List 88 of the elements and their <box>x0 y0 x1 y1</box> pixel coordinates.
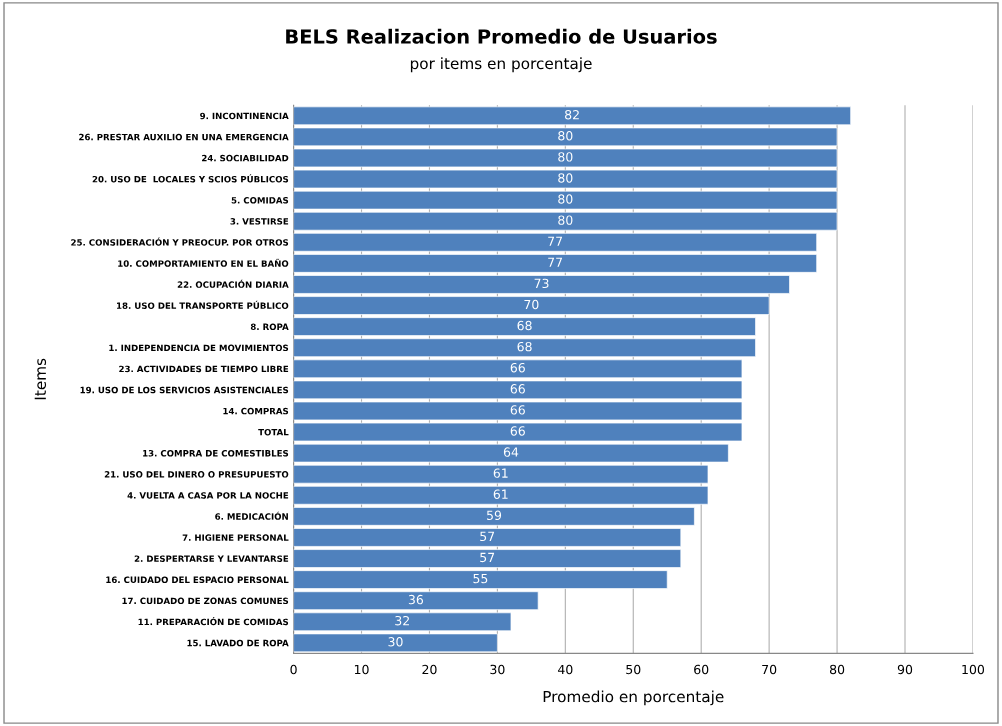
y-tick-label: 8. ROPA <box>250 323 289 331</box>
data-label: 57 <box>480 552 495 563</box>
y-tick-label: 7. HIGIENE PERSONAL <box>182 534 289 541</box>
bar <box>293 549 682 568</box>
data-label: 30 <box>388 637 403 647</box>
bar <box>293 190 838 210</box>
data-label: 77 <box>548 257 563 267</box>
x-tick-label: 80 <box>829 664 845 675</box>
data-label: 64 <box>503 447 519 457</box>
bar <box>293 612 512 632</box>
bar <box>293 464 709 484</box>
y-tick-label: 4. VUELTA A CASA POR LA NOCHE <box>127 492 289 499</box>
x-tick-label: 40 <box>557 664 573 675</box>
y-tick-label: 11. PREPARACIÓN DE COMIDAS <box>138 617 289 626</box>
data-label: 32 <box>395 615 409 626</box>
y-tick-label: 13. COMPRA DE COMESTIBLES <box>143 450 289 457</box>
x-tick-label: 20 <box>422 664 437 675</box>
y-tick-label: 23. ACTIVIDADES DE TIEMPO LIBRE <box>119 365 289 373</box>
y-tick-label: 16. CUIDADO DEL ESPACIO PERSONAL <box>106 576 289 584</box>
bar <box>293 359 743 379</box>
data-label: 80 <box>558 215 573 225</box>
data-label: 80 <box>558 194 573 204</box>
chart-subtitle: por items en porcentaje <box>410 57 592 73</box>
y-tick-label: 18. USO DEL TRANSPORTE PÚBLICO <box>117 300 289 309</box>
y-tick-label: 24. SOCIABILIDAD <box>202 154 289 162</box>
data-label: 80 <box>558 131 573 141</box>
bar <box>293 338 756 358</box>
data-label: 61 <box>493 489 508 499</box>
bar <box>293 528 682 547</box>
data-label: 66 <box>510 384 525 394</box>
bar <box>293 296 770 315</box>
y-tick-label: 1. INDEPENDENCIA DE MOVIMIENTOS <box>109 344 289 352</box>
bar <box>293 232 818 252</box>
bar <box>293 507 695 526</box>
y-tick-label: 25. CONSIDERACIÓN Y PREOCUP. POR OTROS <box>71 237 289 246</box>
data-label: 68 <box>517 341 532 352</box>
x-tick-label: 50 <box>626 664 641 675</box>
data-label: 80 <box>558 173 573 183</box>
bar <box>293 211 838 231</box>
data-label: 66 <box>510 362 525 373</box>
data-label: 59 <box>487 510 502 520</box>
data-label: 70 <box>524 299 539 310</box>
y-tick-label: 5. COMIDAS <box>231 197 289 204</box>
x-tick-label: 60 <box>694 664 709 675</box>
y-tick-label: 17. CUIDADO DE ZONAS COMUNES <box>122 597 289 605</box>
bar <box>293 485 709 505</box>
data-label: 36 <box>408 594 424 605</box>
bar <box>293 633 498 653</box>
y-tick-label: 2. DESPERTARSE Y LEVANTARSE <box>134 555 289 562</box>
bar <box>293 106 852 126</box>
x-tick-label: 90 <box>897 664 913 675</box>
y-tick-label: 22. OCUPACIÓN DIARIA <box>177 279 289 288</box>
x-tick-label: 10 <box>354 664 369 675</box>
y-tick-label: 20. USO DE LOCALES Y SCIOS PÚBLICOS <box>92 174 289 183</box>
y-tick-label: 21. USO DEL DINERO O PRESUPUESTO <box>104 471 289 478</box>
y-tick-label: 19. USO DE LOS SERVICIOS ASISTENCIALES <box>80 386 289 394</box>
x-tick-label: 0 <box>290 664 297 675</box>
y-tick-label: 6. MEDICACIÓN <box>215 511 288 520</box>
data-label: 61 <box>493 468 508 478</box>
y-axis-title: Items <box>34 358 47 400</box>
data-label: 82 <box>565 109 579 120</box>
data-label: 55 <box>473 573 488 584</box>
bar <box>293 591 539 611</box>
data-label: 66 <box>510 405 525 415</box>
x-axis-title: Promedio en porcentaje <box>543 690 724 706</box>
data-label: 77 <box>548 236 563 246</box>
bar <box>293 380 743 400</box>
y-tick-label: 26. PRESTAR AUXILIO EN UNA EMERGENCIA <box>79 133 289 141</box>
y-tick-label: 15. LAVADO DE ROPA <box>187 639 289 647</box>
bar <box>293 254 818 273</box>
x-tick-label: 70 <box>762 664 777 675</box>
x-tick-label: 100 <box>962 664 985 675</box>
data-label: 57 <box>480 531 495 542</box>
y-tick-label: 14. COMPRAS <box>223 407 289 415</box>
bar <box>293 317 756 336</box>
bar <box>293 570 668 589</box>
data-label: 68 <box>517 320 532 331</box>
y-tick-label: TOTAL <box>258 428 289 436</box>
data-label: 73 <box>534 278 549 289</box>
y-tick-label: 3. VESTIRSE <box>230 218 289 225</box>
chart-title: BELS Realizacion Promedio de Usuarios <box>286 28 717 44</box>
bar <box>293 443 729 463</box>
y-tick-label: 9. INCONTINENCIA <box>200 112 289 120</box>
data-label: 80 <box>558 152 573 162</box>
x-tick-label: 30 <box>490 664 505 675</box>
bar <box>293 275 790 294</box>
data-label: 66 <box>510 426 525 436</box>
y-tick-label: 10. COMPORTAMIENTO EN EL BAÑO <box>118 258 289 267</box>
